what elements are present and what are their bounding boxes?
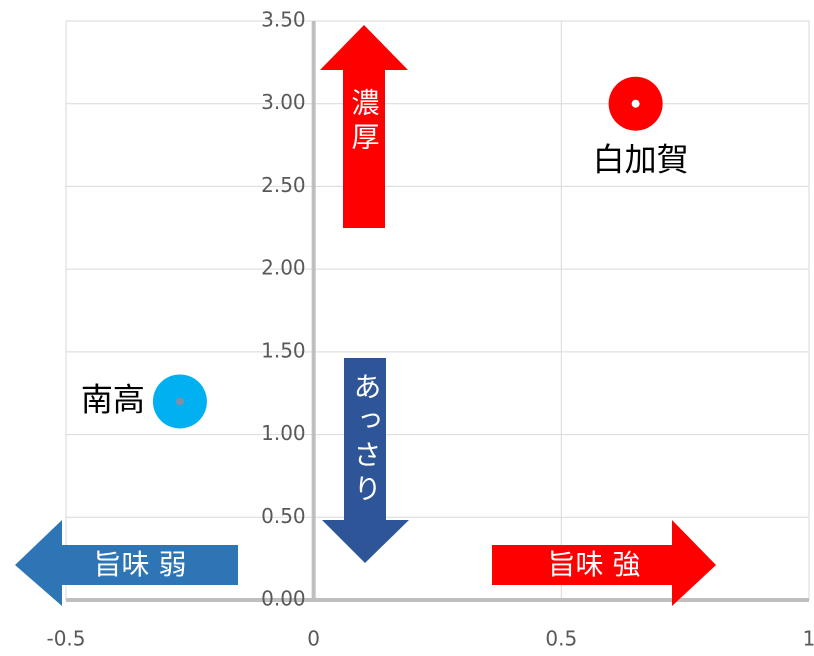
y-tick-label: 1.50 [261,338,306,362]
y-tick-label: 3.50 [261,8,306,32]
annotation: 旨味 強 [548,548,641,581]
arrow-right [492,520,716,606]
x-tick-label: 0 [307,627,320,651]
x-tick-label: 1 [803,627,814,651]
x-tick-label: 0.5 [545,627,577,651]
y-tick-label: 2.50 [261,173,306,197]
point-center [631,99,640,108]
y-tick-label: 2.00 [261,256,306,280]
arrow-left [15,520,238,606]
annotation: あっさり [350,372,383,508]
arrow-up [320,25,408,228]
point-center [175,397,184,406]
annotation: 旨味 弱 [94,548,187,581]
y-tick-label: 1.00 [261,421,306,445]
point-label: 白加賀 [593,141,689,179]
y-tick-label: 0.50 [261,504,306,528]
point-label: 南高 [81,380,145,418]
annotation: 濃厚 [348,88,381,156]
arrow-down [322,358,409,563]
x-tick-label: -0.5 [46,627,85,651]
y-tick-label: 3.00 [261,90,306,114]
y-tick-label: 0.00 [261,587,306,611]
